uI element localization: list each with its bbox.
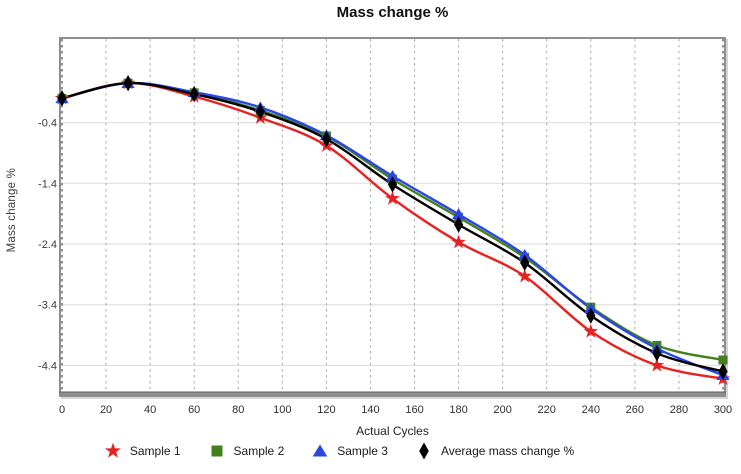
- legend-marker: [419, 442, 429, 460]
- triangle-icon: [385, 170, 400, 181]
- y-tick-label: -3.4: [38, 300, 57, 312]
- x-tick-label: 280: [670, 404, 688, 416]
- x-tick-label: 140: [361, 404, 379, 416]
- x-tick-label: 80: [232, 404, 244, 416]
- vertical-gridlines: 0 20 40 60 80 100 120 140 160 180 200 220 240 260 280 3…: [59, 39, 732, 416]
- diamond-icon: [454, 216, 464, 233]
- legend-marker: [312, 444, 328, 457]
- diamond-icon: [123, 74, 133, 92]
- legend-marker: [104, 442, 121, 458]
- x-tick-label: 220: [538, 404, 556, 416]
- x-axis-title: Actual Cycles: [356, 424, 429, 438]
- legend: Sample 1 Sample 2 Sample 3 Average mass cha…: [0, 441, 709, 461]
- triangle-icon: [518, 248, 532, 260]
- x-tick-label: 40: [144, 404, 156, 416]
- x-axis-bar: [59, 392, 726, 397]
- x-tick-label: 200: [493, 404, 511, 416]
- legend-label: Sample 1: [129, 444, 181, 458]
- diamond-icon: [652, 345, 662, 362]
- x-tick-label: 300: [714, 404, 732, 416]
- diamond-icon: [718, 363, 728, 380]
- y-axis-title: Mass change %: [6, 168, 18, 253]
- x-tick-label: 260: [626, 404, 644, 416]
- x-tick-label: 240: [582, 404, 600, 416]
- star-icon: [517, 268, 532, 283]
- diamond-icon: [419, 442, 429, 460]
- legend-item-sample-2: Sample 2: [207, 441, 285, 461]
- series-markers-average-mass-change: [57, 74, 728, 380]
- x-tick-label: 120: [317, 404, 335, 416]
- diamond-icon: [189, 85, 199, 103]
- star-icon: [104, 442, 121, 458]
- chart-title: Mass change %: [336, 4, 449, 21]
- legend-item-sample-1: Sample 1: [103, 441, 181, 461]
- y-tick-label: -1.4: [38, 178, 57, 190]
- legend-marker: [211, 445, 223, 457]
- x-tick-label: 0: [59, 404, 65, 416]
- x-tick-label: 20: [100, 404, 112, 416]
- diamond-icon: [520, 254, 530, 272]
- x-tick-label: 60: [188, 404, 200, 416]
- triangle-icon: [312, 444, 328, 457]
- legend-label: Sample 2: [233, 444, 285, 458]
- legend-item-average-mass-change: Average mass change %: [414, 441, 574, 461]
- triangle-icon: [452, 208, 466, 220]
- square-icon: [718, 355, 728, 365]
- x-tick-label: 180: [449, 404, 467, 416]
- x-tick-label: 100: [273, 404, 291, 416]
- legend-item-sample-3: Sample 3: [310, 441, 388, 461]
- diamond-icon: [387, 176, 398, 193]
- star-icon: [649, 357, 665, 372]
- star-icon: [451, 234, 466, 249]
- legend-label: Sample 3: [337, 444, 388, 458]
- square-icon: [211, 445, 223, 457]
- diamond-icon: [255, 103, 265, 120]
- y-tick-label: -4.4: [38, 360, 57, 372]
- y-tick-label: -0.4: [38, 118, 57, 130]
- diamond-icon: [57, 90, 67, 107]
- x-tick-label: 160: [405, 404, 423, 416]
- star-icon: [385, 190, 400, 205]
- diamond-icon: [586, 307, 596, 324]
- star-icon: [583, 323, 599, 338]
- y-tick-label: -2.4: [38, 239, 57, 251]
- legend-label: Average mass change %: [440, 444, 575, 458]
- diamond-icon: [321, 130, 331, 148]
- plot-frame: [59, 37, 726, 397]
